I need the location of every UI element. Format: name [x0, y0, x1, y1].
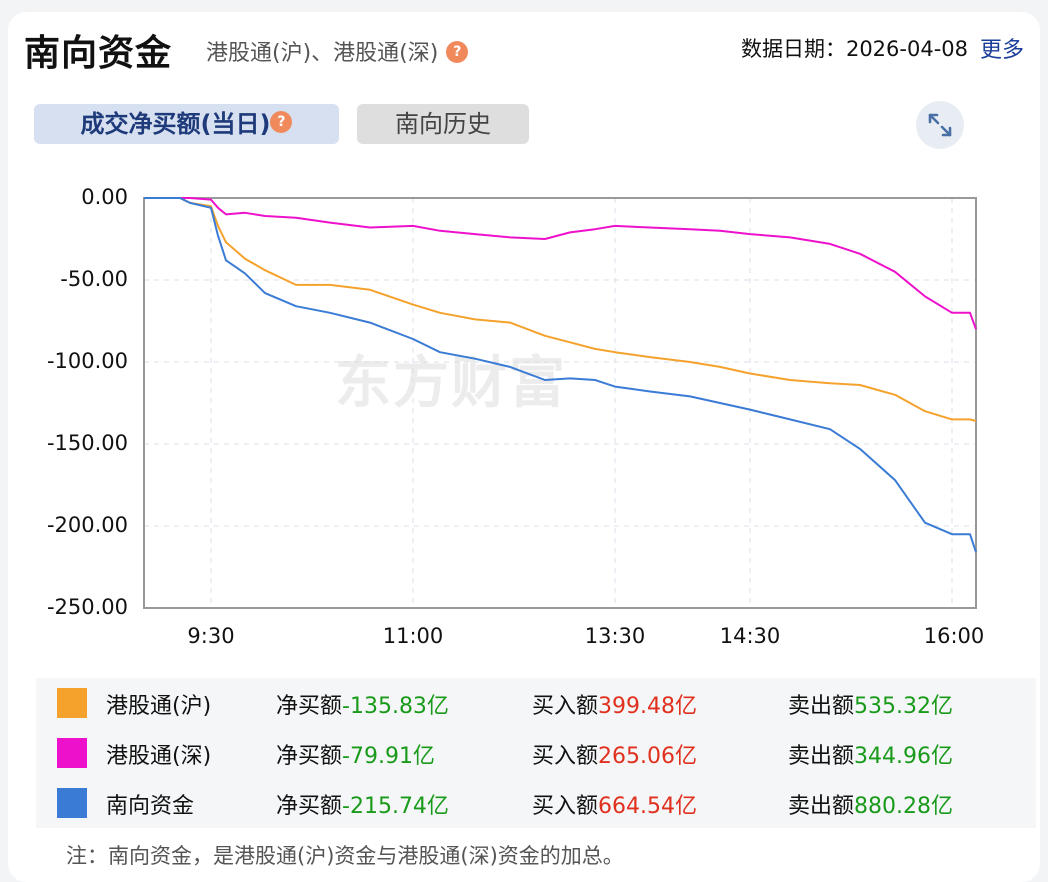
- footnote: 注：南向资金，是港股通(沪)资金与港股通(深)资金的加总。: [66, 844, 624, 868]
- tab-southbound-history[interactable]: 南向历史: [357, 104, 529, 144]
- help-icon[interactable]: ?: [270, 111, 293, 133]
- y-tick: -150.00: [46, 431, 128, 455]
- legend-row-sh: 港股通(沪) 净买额-135.83亿 买入额399.48亿 卖出额535.32亿: [36, 678, 1036, 728]
- y-tick: -100.00: [46, 349, 128, 373]
- subtitle: 港股通(沪)、港股通(深)?: [206, 35, 469, 67]
- subtitle-text: 港股通(沪)、港股通(深): [206, 41, 439, 66]
- y-tick: 0.00: [81, 185, 128, 209]
- buy-amount: 买入额265.06亿: [532, 744, 697, 769]
- buy-amount: 买入额664.54亿: [532, 794, 697, 819]
- series-line: [144, 197, 977, 422]
- magenta-swatch-icon: [57, 738, 87, 768]
- legend-table: 港股通(沪) 净买额-135.83亿 买入额399.48亿 卖出额535.32亿…: [36, 678, 1036, 828]
- x-tick: 9:30: [187, 624, 235, 648]
- series-line: [144, 197, 977, 330]
- sell-amount: 卖出额344.96亿: [788, 744, 953, 769]
- y-tick: -250.00: [46, 595, 128, 619]
- y-tick: -200.00: [46, 513, 128, 537]
- net-buy: 净买额-215.74亿: [276, 794, 449, 819]
- help-icon[interactable]: ?: [446, 41, 469, 63]
- buy-amount: 买入额399.48亿: [532, 694, 697, 719]
- legend-row-total: 南向资金 净买额-215.74亿 买入额664.54亿 卖出额880.28亿: [36, 778, 1036, 828]
- series-name: 港股通(沪): [106, 694, 212, 719]
- tab-net-buy-today[interactable]: 成交净买额(当日)?: [34, 104, 339, 144]
- y-tick: -50.00: [60, 267, 128, 291]
- series-name: 南向资金: [106, 794, 195, 819]
- data-date: 数据日期：2026-04-08: [740, 37, 968, 61]
- x-tick: 14:30: [719, 624, 781, 648]
- more-link[interactable]: 更多: [979, 38, 1024, 63]
- legend-row-sz: 港股通(深) 净买额-79.91亿 买入额265.06亿 卖出额344.96亿: [36, 728, 1036, 778]
- blue-swatch-icon: [57, 788, 87, 818]
- x-tick: 13:30: [584, 624, 646, 648]
- series-line: [144, 197, 977, 553]
- page-title: 南向资金: [24, 33, 173, 74]
- expand-icon: [928, 113, 952, 137]
- tab-label: 南向历史: [395, 110, 491, 138]
- x-tick: 16:00: [923, 624, 985, 648]
- expand-button[interactable]: [916, 101, 964, 149]
- series-name: 港股通(深): [106, 744, 212, 769]
- sell-amount: 卖出额880.28亿: [788, 794, 953, 819]
- x-tick: 11:00: [382, 624, 444, 648]
- tab-label: 成交净买额(当日): [80, 110, 271, 138]
- net-buy: 净买额-135.83亿: [276, 694, 449, 719]
- net-buy: 净买额-79.91亿: [276, 744, 435, 769]
- sell-amount: 卖出额535.32亿: [788, 694, 953, 719]
- orange-swatch-icon: [57, 688, 87, 718]
